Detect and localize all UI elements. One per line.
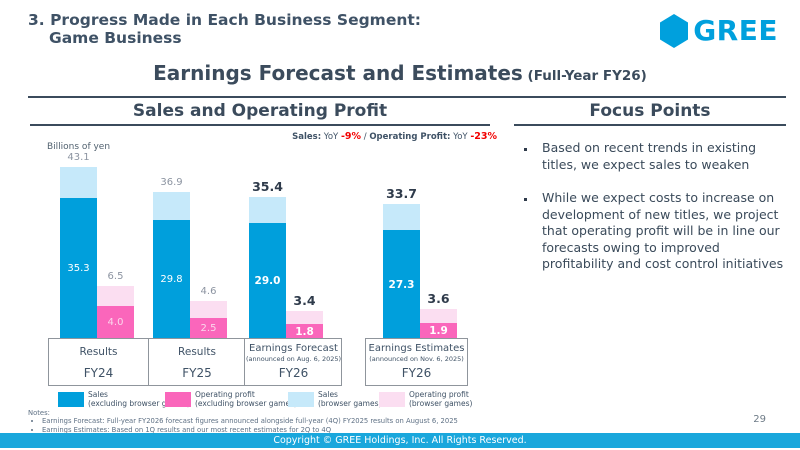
legend-item-sales-browser: Sales (browser games) [288,390,382,408]
hexagon-icon [658,13,690,49]
op-core-label: 1.8 [295,325,314,338]
legend-label: Sales (excluding browser games) [88,390,190,408]
op-core-bar [420,323,457,338]
chart-section-title: Sales and Operating Profit [30,101,490,126]
category-period: Results [79,346,118,358]
category-year: FY24 [83,366,114,380]
footer-bar: Copyright © GREE Holdings, Inc. All Righ… [0,433,800,448]
yoy-annotation: Sales: YoY -9% / Operating Profit: YoY -… [25,131,497,142]
sales-core-label: 29.8 [160,274,183,285]
focus-section-title: Focus Points [514,101,786,126]
gree-logo: GREE [658,13,778,49]
page-title-suffix: (Full-Year FY26) [522,68,647,84]
yoy-op-yoy: YoY [450,132,471,142]
sales-core-bar [153,220,190,338]
chart-legend: Sales (excluding browser games) Operatin… [25,390,500,411]
op-total-label: 4.6 [200,286,217,297]
sales-core-bar [60,198,97,338]
focus-bullet: While we expect costs to increase on dev… [536,190,788,273]
chart-plot: 43.1 35.3 6.5 4.0 36.9 29.8 4.6 2.5 35.4 29.0 3.4 1… [25,140,500,338]
category-cell-fy26-forecast: Earnings Forecast (announced on Aug. 6, … [244,339,342,385]
notes: Notes: Earnings Forecast: Full-year FY20… [28,409,458,435]
op-core-bar [190,318,227,338]
focus-bullet: Based on recent trends in existing title… [536,140,788,173]
category-period: Results [178,346,216,358]
category-cell-fy25: Results FY25 [148,339,245,385]
sales-core-label: 29.0 [254,275,281,287]
chart-unit-label: Billions of yen [47,142,111,152]
page-title-text: Earnings Forecast and Estimates [153,61,523,85]
legend-label: Operating profit (browser games) [409,390,473,408]
op-core-bar [97,306,134,338]
yoy-sales-label: Sales: [292,132,322,142]
op-total-label: 6.5 [107,271,124,282]
legend-label: Operating profit (excluding browser game… [195,390,297,408]
category-year: FY26 [401,366,432,380]
sales-core-bar [383,230,420,338]
yoy-sales-yoy: YoY [321,132,341,142]
op-core-label: 2.5 [200,323,217,334]
op-total-label: 3.4 [293,292,316,308]
sales-core-label: 27.3 [388,278,415,291]
notes-heading: Notes: [28,409,50,417]
footer-copyright: Copyright © GREE Holdings, Inc. All Righ… [273,435,527,446]
title-divider [28,96,786,98]
category-box-estimates: Earnings Estimates (announced on Nov. 6,… [365,338,468,386]
logo-wordmark: GREE [693,14,778,47]
legend-item-op-core: Operating profit (excluding browser game… [165,390,297,408]
yoy-op-label: Operating Profit: [369,132,451,142]
sales-total-label: 35.4 [252,178,283,194]
legend-chip-op-core [165,392,191,407]
legend-item-op-browser: Operating profit (browser games) [379,390,473,408]
legend-chip-sales-browser [288,392,314,407]
op-core-label: 1.9 [429,325,448,337]
category-announced-date: (announced on Nov. 6, 2025) [369,355,464,363]
category-period: Earnings Estimates [368,343,465,354]
category-year: FY26 [278,366,309,380]
focus-points: Based on recent trends in existing title… [516,140,788,290]
category-period: Earnings Forecast [249,343,338,354]
legend-chip-sales-core [58,392,84,407]
op-core-bar [286,324,323,338]
category-cell-fy26-estimates: Earnings Estimates (announced on Nov. 6,… [366,339,467,385]
legend-item-sales-core: Sales (excluding browser games) [58,390,190,408]
legend-chip-op-browser [379,392,405,407]
legend-label: Sales (browser games) [318,390,382,408]
category-box-results-forecast: Results FY24 Results FY25 Earnings Forec… [48,338,342,386]
kicker-line2: Game Business [49,29,182,48]
kicker-line1: 3. Progress Made in Each Business Segmen… [28,11,421,29]
yoy-separator: / [361,132,370,142]
op-total-label: 3.6 [427,290,450,306]
sales-core-bar [249,223,286,338]
page-number: 29 [753,414,766,425]
chart: Billions of yen 43.1 35.3 6.5 4.0 36.9 29.8 4.… [25,140,500,412]
yoy-op-value: -23% [470,131,497,142]
sales-core-label: 35.3 [67,263,90,274]
yoy-sales-value: -9% [340,131,362,142]
sales-total-label: 36.9 [160,177,183,188]
sales-total-label: 43.1 [67,152,90,163]
category-year: FY25 [182,366,212,380]
note-item: Earnings Estimates: Based on 1Q results … [42,426,458,434]
sales-total-label: 33.7 [386,185,417,201]
category-announced-date: (announced on Aug. 6, 2025) [245,355,342,363]
note-item: Earnings Forecast: Full-year FY2026 fore… [42,417,458,425]
op-core-label: 4.0 [107,317,124,328]
page-title: Earnings Forecast and Estimates (Full-Ye… [0,61,800,85]
category-cell-fy24: Results FY24 [49,339,148,385]
slide-kicker: 3. Progress Made in Each Business Segmen… [28,11,421,48]
